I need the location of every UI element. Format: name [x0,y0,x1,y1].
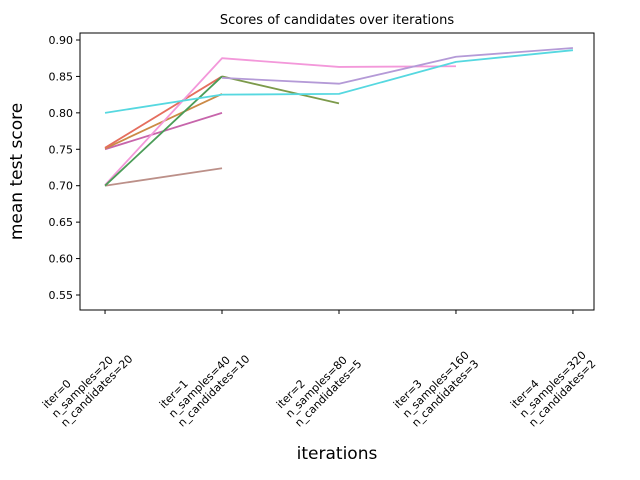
x-axis-label: iterations [297,444,378,464]
series-line-candidate-purple [221,47,574,85]
x-tick-label: iter=3n_samples=160n_candidates=3 [391,339,482,430]
x-tick-label: iter=1n_samples=40n_candidates=10 [157,334,252,429]
y-tick-label: 0.70 [49,180,74,193]
y-tick-label: 0.55 [49,289,74,302]
chart-title: Scores of candidates over iterations [220,13,454,28]
x-tick-label: iter=4n_samples=320n_candidates=2 [508,339,599,430]
y-axis-label: mean test score [7,103,27,240]
series-line-candidate-olive [221,75,340,105]
y-tick-label: 0.85 [49,70,74,83]
y-tick-label: 0.60 [49,253,74,266]
series-line-candidate-pink [104,57,456,186]
series-line-candidate-cyan [104,49,574,114]
series-layer [104,47,574,187]
y-tick-label: 0.90 [49,34,74,47]
x-tick-label: iter=0n_samples=20n_candidates=20 [40,334,135,429]
y-tick-label: 0.65 [49,216,74,229]
y-tick-label: 0.75 [49,143,74,156]
series-line-candidate-brown [104,167,223,187]
series-line-candidate-green [104,75,223,187]
y-tick-label: 0.80 [49,107,74,120]
x-tick-label: iter=2n_samples=80n_candidates=5 [274,339,365,430]
series-line-candidate-salmon [104,75,223,149]
plot-area [79,32,595,311]
